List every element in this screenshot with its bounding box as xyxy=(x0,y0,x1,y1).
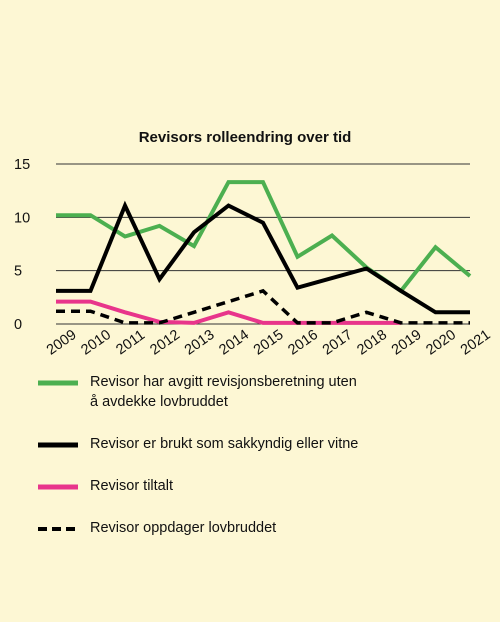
legend-swatch-pink xyxy=(38,480,78,494)
x-tick-label: 2013 xyxy=(182,327,218,359)
legend-swatch-green xyxy=(38,376,78,390)
x-tick-label: 2010 xyxy=(78,327,114,359)
legend-item-uavdekket: Revisor har avgitt revisjonsberetning ut… xyxy=(38,372,478,412)
legend: Revisor har avgitt revisjonsberetning ut… xyxy=(38,372,478,560)
x-tick-label: 2012 xyxy=(147,327,183,359)
x-tick-label: 2019 xyxy=(389,327,425,359)
series-line-0 xyxy=(56,180,472,294)
legend-swatch-black xyxy=(38,438,78,452)
line-chart: Revisors rolleendring over tid 0 5 10 15 20… xyxy=(14,129,494,359)
legend-label: Revisor er brukt som sakkyndig eller vit… xyxy=(90,436,359,452)
y-tick-label: 5 xyxy=(14,264,22,280)
legend-item-oppdager: Revisor oppdager lovbruddet xyxy=(38,518,478,538)
x-tick-label: 2009 xyxy=(44,327,80,359)
gridlines xyxy=(56,163,470,325)
x-tick-label: 2011 xyxy=(113,327,148,358)
series-line-2 xyxy=(56,299,401,325)
x-tick-label: 2014 xyxy=(216,327,252,359)
legend-item-tiltalt: Revisor tiltalt xyxy=(38,476,478,496)
series-line-1 xyxy=(56,200,470,315)
legend-label: Revisor har avgitt revisjonsberetning ut… xyxy=(90,374,357,410)
x-tick-label: 2016 xyxy=(285,327,321,359)
x-tick-label: 2015 xyxy=(251,327,287,359)
chart-title: Revisors rolleendring over tid xyxy=(139,129,352,146)
x-tick-label: 2018 xyxy=(354,327,390,359)
y-tick-label: 10 xyxy=(14,210,30,226)
y-tick-label: 0 xyxy=(14,317,22,333)
legend-swatch-dashed xyxy=(38,522,78,536)
y-tick-label: 15 xyxy=(14,157,30,173)
x-tick-label: 2021 xyxy=(458,327,494,359)
y-axis: 0 5 10 15 xyxy=(14,157,30,333)
legend-item-sakkyndig: Revisor er brukt som sakkyndig eller vit… xyxy=(38,434,478,454)
series-line-3 xyxy=(56,288,470,325)
x-tick-label: 2017 xyxy=(320,327,356,359)
series-lines xyxy=(56,180,472,325)
legend-label: Revisor oppdager lovbruddet xyxy=(90,520,277,536)
legend-label: Revisor tiltalt xyxy=(90,478,173,494)
x-tick-label: 2020 xyxy=(423,327,459,359)
